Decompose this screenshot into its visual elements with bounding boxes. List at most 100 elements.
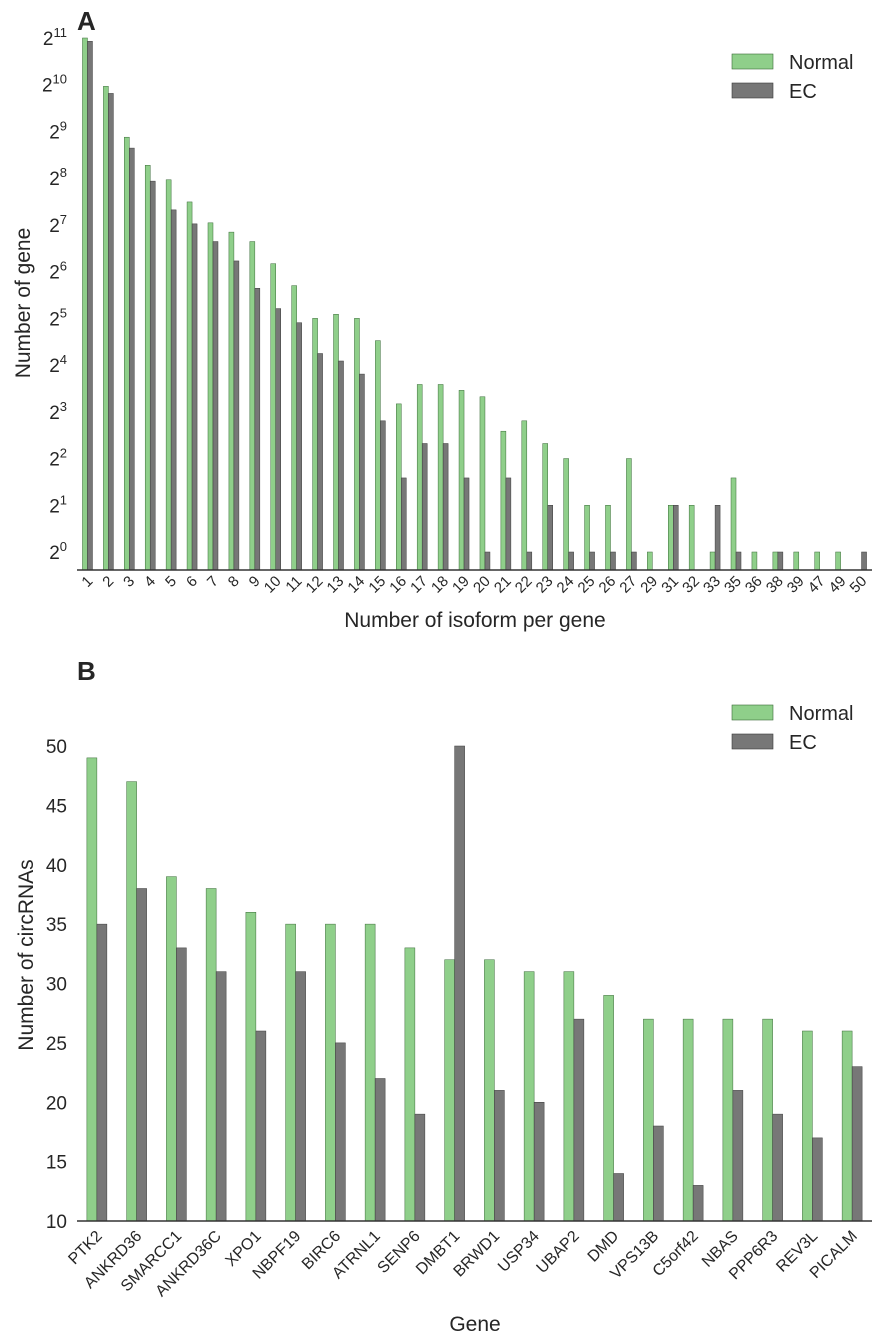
legend-ec-label: EC bbox=[789, 732, 817, 754]
legend-normal-swatch bbox=[731, 704, 774, 721]
panel-b-y-ticks: 10 15 20 25 30 35 40 45 50 bbox=[46, 737, 67, 1233]
bar-normal-USP34 bbox=[523, 971, 535, 1222]
bar-ec-C5orf42 bbox=[692, 1185, 704, 1222]
bar-normal-35 bbox=[730, 477, 737, 571]
bar-normal-ATRNL1 bbox=[364, 923, 376, 1222]
bar-normal-VPS13B bbox=[643, 1018, 654, 1222]
x-tick-label: 50 bbox=[847, 573, 871, 597]
bar-normal-3 bbox=[124, 136, 130, 571]
bar-normal-39 bbox=[793, 551, 800, 571]
bar-normal-33 bbox=[709, 551, 716, 571]
bar-normal-5 bbox=[165, 179, 172, 571]
bar-normal-47 bbox=[814, 551, 820, 571]
bar-ec-BRWD1 bbox=[494, 1090, 505, 1222]
bar-normal-DMBT1 bbox=[444, 959, 455, 1222]
bar-normal-SMARCC1 bbox=[166, 876, 177, 1222]
bar-normal-31 bbox=[668, 505, 674, 571]
legend-ec-label: EC bbox=[789, 81, 817, 103]
bar-normal-27 bbox=[626, 458, 632, 571]
bar-normal-49 bbox=[835, 551, 841, 571]
x-tick-label: 9 bbox=[246, 573, 264, 591]
bar-normal-24 bbox=[563, 458, 569, 571]
bar-normal-32 bbox=[688, 505, 695, 571]
bar-ec-6 bbox=[191, 223, 198, 571]
y-tick-label: 29 bbox=[49, 119, 67, 144]
bar-ec-SENP6 bbox=[414, 1113, 426, 1222]
legend-normal-label: Normal bbox=[789, 52, 853, 74]
bar-normal-PTK2 bbox=[86, 757, 98, 1222]
bar-ec-PICALM bbox=[851, 1066, 863, 1222]
bar-normal-BRWD1 bbox=[484, 959, 495, 1222]
panel-a-label: A bbox=[77, 6, 96, 36]
bar-ec-PTK2 bbox=[96, 923, 108, 1222]
y-tick-label: 30 bbox=[46, 975, 67, 996]
bar-normal-NBAS bbox=[722, 1018, 734, 1222]
bar-ec-10 bbox=[275, 308, 281, 571]
legend-ec-swatch bbox=[731, 733, 774, 750]
bar-ec-17 bbox=[421, 443, 428, 571]
bar-ec-26 bbox=[610, 551, 616, 571]
bar-normal-9 bbox=[249, 241, 256, 571]
bar-ec-11 bbox=[296, 322, 302, 571]
bar-ec-16 bbox=[401, 477, 407, 571]
legend-ec-swatch bbox=[731, 82, 774, 99]
y-tick-label: 45 bbox=[46, 796, 67, 817]
panel-b-x-ticks: PTK2ANKRD36SMARCC1ANKRD36CXPO1NBPF19BIRC… bbox=[65, 1228, 861, 1300]
x-tick-label: 3 bbox=[120, 573, 138, 591]
bar-ec-VPS13B bbox=[653, 1125, 664, 1222]
bar-ec-50 bbox=[861, 551, 867, 571]
y-tick-label: 35 bbox=[46, 915, 67, 936]
bar-normal-7 bbox=[207, 222, 214, 571]
bar-ec-4 bbox=[149, 180, 156, 571]
y-tick-label: 40 bbox=[46, 856, 67, 877]
bar-ec-NBAS bbox=[732, 1090, 744, 1222]
bar-normal-38 bbox=[772, 551, 779, 571]
bar-ec-15 bbox=[380, 420, 386, 571]
bar-ec-18 bbox=[442, 443, 449, 571]
bar-ec-SMARCC1 bbox=[176, 947, 187, 1222]
bar-ec-5 bbox=[170, 209, 177, 571]
bar-ec-3 bbox=[129, 147, 135, 571]
x-tick-label: 10 bbox=[261, 573, 285, 597]
bar-normal-ANKRD36C bbox=[205, 888, 217, 1222]
panel-b-legend: Normal EC bbox=[731, 703, 853, 754]
bar-normal-25 bbox=[584, 505, 590, 571]
bar-normal-22 bbox=[521, 420, 528, 571]
panel-a-y-ticks: 20 21 22 23 24 25 26 27 28 29 210 211 bbox=[42, 25, 67, 564]
bar-ec-DMBT1 bbox=[454, 745, 465, 1222]
panel-a-bars bbox=[82, 37, 867, 571]
y-tick-label: 23 bbox=[49, 399, 67, 424]
bar-ec-2 bbox=[108, 93, 114, 571]
bar-ec-1 bbox=[87, 41, 93, 571]
x-tick-label: 1 bbox=[78, 573, 96, 591]
bar-normal-ANKRD36 bbox=[126, 781, 137, 1222]
bar-normal-NBPF19 bbox=[285, 923, 296, 1222]
bar-ec-USP34 bbox=[533, 1102, 545, 1222]
bar-normal-11 bbox=[291, 285, 297, 571]
y-tick-label: 26 bbox=[49, 259, 67, 284]
bar-ec-12 bbox=[317, 353, 323, 571]
y-tick-label: 28 bbox=[49, 165, 67, 190]
bar-ec-BIRC6 bbox=[335, 1042, 346, 1222]
y-tick-label: 21 bbox=[49, 492, 67, 517]
bar-ec-35 bbox=[735, 551, 742, 571]
bar-normal-12 bbox=[312, 318, 318, 571]
bar-normal-6 bbox=[186, 201, 193, 571]
bar-ec-38 bbox=[777, 551, 784, 571]
legend-normal-label: Normal bbox=[789, 703, 853, 725]
bar-normal-PICALM bbox=[841, 1030, 853, 1222]
x-tick-label: 7 bbox=[204, 573, 222, 591]
bar-ec-27 bbox=[631, 551, 637, 571]
bar-ec-DMD bbox=[613, 1173, 624, 1222]
bar-normal-15 bbox=[375, 340, 381, 571]
bar-normal-8 bbox=[228, 231, 235, 571]
bar-ec-8 bbox=[233, 260, 240, 571]
bar-normal-SENP6 bbox=[404, 947, 416, 1222]
bar-ec-PPP6R3 bbox=[772, 1113, 783, 1222]
x-tick-label: 4 bbox=[141, 573, 159, 591]
bar-ec-31 bbox=[673, 505, 679, 571]
panel-b-bars bbox=[86, 745, 863, 1222]
bar-normal-REV3L bbox=[802, 1030, 813, 1222]
